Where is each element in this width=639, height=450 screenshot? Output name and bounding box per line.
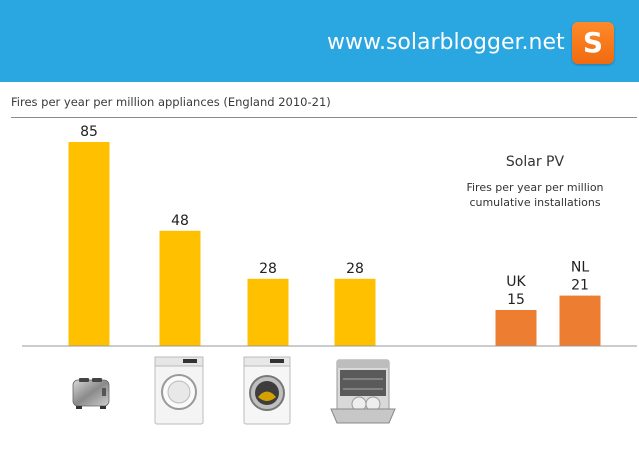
bar-1	[159, 230, 201, 346]
solar-pv-subtitle-line2: cumulative installations	[469, 196, 601, 209]
bar-5	[559, 295, 601, 346]
data-label-0: 85	[80, 124, 98, 140]
solar-pv-heading: Solar PV	[505, 154, 565, 170]
tumble-dryer-icon	[154, 356, 204, 425]
data-label-3: 28	[346, 261, 364, 277]
site-url[interactable]: www.solarblogger.net	[327, 30, 565, 55]
bar-2	[247, 278, 289, 346]
dishwasher-icon	[330, 359, 396, 424]
washing-machine-icon	[243, 356, 291, 425]
header-banner: www.solarblogger.net S	[0, 0, 639, 82]
data-label-2: 28	[259, 261, 277, 277]
solar-pv-subtitle: Fires per year per million cumulative in…	[445, 180, 625, 210]
data-label-5: 21	[571, 278, 589, 294]
data-label-4: 15	[507, 292, 525, 308]
title-divider	[11, 117, 637, 118]
bar-3	[334, 278, 376, 346]
chart-title: Fires per year per million appliances (E…	[11, 95, 331, 109]
solarblogger-logo[interactable]: S	[572, 22, 614, 64]
bar-0	[68, 142, 110, 346]
category-label-5: NL	[571, 260, 589, 276]
solar-pv-subtitle-line1: Fires per year per million	[466, 181, 604, 194]
data-label-1: 48	[171, 213, 189, 229]
category-label-4: UK	[506, 274, 526, 290]
toaster-icon	[72, 378, 110, 409]
bar-4	[495, 310, 537, 346]
